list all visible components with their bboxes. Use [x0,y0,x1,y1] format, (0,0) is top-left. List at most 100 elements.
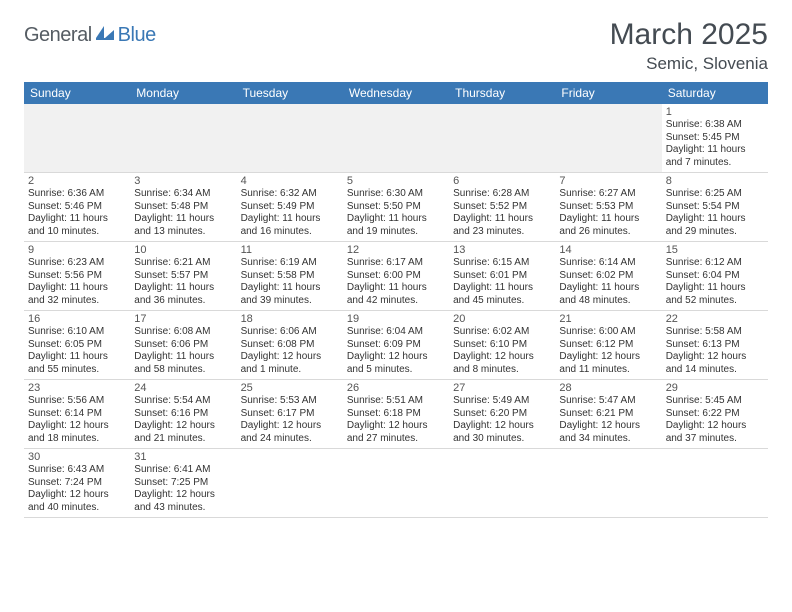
day-number: 23 [28,382,126,394]
day-number: 26 [347,382,445,394]
day-number: 8 [666,175,764,187]
day-number: 10 [134,244,232,256]
daylight-text: Daylight: 11 hours [134,351,232,364]
sunrise-text: Sunrise: 6:32 AM [241,188,339,201]
daylight-text: Daylight: 11 hours [666,282,764,295]
sunrise-text: Sunrise: 6:21 AM [134,257,232,270]
daylight-text: and 16 minutes. [241,226,339,239]
sunrise-text: Sunrise: 6:41 AM [134,464,232,477]
calendar-week-row: 1Sunrise: 6:38 AMSunset: 5:45 PMDaylight… [24,104,768,173]
daylight-text: and 27 minutes. [347,433,445,446]
calendar-empty-cell [237,104,343,173]
daylight-text: and 29 minutes. [666,226,764,239]
daylight-text: and 14 minutes. [666,364,764,377]
sunset-text: Sunset: 6:09 PM [347,339,445,352]
sunrise-text: Sunrise: 6:10 AM [28,326,126,339]
day-number: 25 [241,382,339,394]
daylight-text: and 26 minutes. [559,226,657,239]
day-header: Tuesday [237,82,343,104]
daylight-text: and 45 minutes. [453,295,551,308]
day-number: 5 [347,175,445,187]
calendar-day-cell: 8Sunrise: 6:25 AMSunset: 5:54 PMDaylight… [662,173,768,242]
day-number: 16 [28,313,126,325]
sunrise-text: Sunrise: 5:58 AM [666,326,764,339]
calendar-day-cell: 14Sunrise: 6:14 AMSunset: 6:02 PMDayligh… [555,242,661,311]
sunrise-text: Sunrise: 5:45 AM [666,395,764,408]
sunrise-text: Sunrise: 5:47 AM [559,395,657,408]
daylight-text: and 7 minutes. [666,157,764,170]
day-number: 30 [28,451,126,463]
day-number: 13 [453,244,551,256]
day-header: Thursday [449,82,555,104]
day-number: 18 [241,313,339,325]
daylight-text: and 42 minutes. [347,295,445,308]
daylight-text: Daylight: 12 hours [134,489,232,502]
calendar-day-cell: 3Sunrise: 6:34 AMSunset: 5:48 PMDaylight… [130,173,236,242]
sunset-text: Sunset: 5:45 PM [666,132,764,145]
calendar-day-cell: 13Sunrise: 6:15 AMSunset: 6:01 PMDayligh… [449,242,555,311]
calendar-empty-cell [449,449,555,518]
sunset-text: Sunset: 6:12 PM [559,339,657,352]
sunrise-text: Sunrise: 6:14 AM [559,257,657,270]
sunset-text: Sunset: 6:05 PM [28,339,126,352]
calendar-day-cell: 1Sunrise: 6:38 AMSunset: 5:45 PMDaylight… [662,104,768,173]
daylight-text: and 55 minutes. [28,364,126,377]
sunset-text: Sunset: 6:18 PM [347,408,445,421]
sunset-text: Sunset: 5:46 PM [28,201,126,214]
calendar-day-cell: 18Sunrise: 6:06 AMSunset: 6:08 PMDayligh… [237,311,343,380]
daylight-text: and 5 minutes. [347,364,445,377]
calendar-day-cell: 15Sunrise: 6:12 AMSunset: 6:04 PMDayligh… [662,242,768,311]
calendar-header-row: SundayMondayTuesdayWednesdayThursdayFrid… [24,82,768,104]
calendar-empty-cell [555,104,661,173]
daylight-text: and 24 minutes. [241,433,339,446]
brand-text-general: General [24,24,92,47]
calendar-day-cell: 27Sunrise: 5:49 AMSunset: 6:20 PMDayligh… [449,380,555,449]
brand-logo: General Blue [24,24,156,47]
sunset-text: Sunset: 6:10 PM [453,339,551,352]
sunset-text: Sunset: 5:56 PM [28,270,126,283]
sunrise-text: Sunrise: 6:17 AM [347,257,445,270]
sunrise-text: Sunrise: 6:04 AM [347,326,445,339]
daylight-text: and 21 minutes. [134,433,232,446]
daylight-text: Daylight: 11 hours [28,351,126,364]
calendar-empty-cell [662,449,768,518]
sunrise-text: Sunrise: 6:23 AM [28,257,126,270]
daylight-text: Daylight: 12 hours [241,420,339,433]
daylight-text: and 10 minutes. [28,226,126,239]
sunset-text: Sunset: 6:22 PM [666,408,764,421]
calendar-week-row: 2Sunrise: 6:36 AMSunset: 5:46 PMDaylight… [24,173,768,242]
calendar-empty-cell [343,449,449,518]
daylight-text: and 34 minutes. [559,433,657,446]
sunset-text: Sunset: 6:02 PM [559,270,657,283]
day-number: 14 [559,244,657,256]
daylight-text: and 48 minutes. [559,295,657,308]
sunset-text: Sunset: 6:16 PM [134,408,232,421]
calendar-day-cell: 16Sunrise: 6:10 AMSunset: 6:05 PMDayligh… [24,311,130,380]
daylight-text: Daylight: 11 hours [347,213,445,226]
day-header: Wednesday [343,82,449,104]
sunrise-text: Sunrise: 6:34 AM [134,188,232,201]
sunrise-text: Sunrise: 5:56 AM [28,395,126,408]
sunrise-text: Sunrise: 6:15 AM [453,257,551,270]
day-number: 24 [134,382,232,394]
day-number: 21 [559,313,657,325]
sunset-text: Sunset: 6:06 PM [134,339,232,352]
day-number: 22 [666,313,764,325]
sunrise-text: Sunrise: 5:51 AM [347,395,445,408]
daylight-text: Daylight: 12 hours [347,420,445,433]
daylight-text: Daylight: 12 hours [559,420,657,433]
day-number: 20 [453,313,551,325]
daylight-text: Daylight: 11 hours [347,282,445,295]
daylight-text: Daylight: 11 hours [134,282,232,295]
day-number: 29 [666,382,764,394]
calendar-week-row: 30Sunrise: 6:43 AMSunset: 7:24 PMDayligh… [24,449,768,518]
daylight-text: and 23 minutes. [453,226,551,239]
calendar-week-row: 9Sunrise: 6:23 AMSunset: 5:56 PMDaylight… [24,242,768,311]
daylight-text: Daylight: 11 hours [666,144,764,157]
daylight-text: Daylight: 11 hours [28,282,126,295]
day-header: Saturday [662,82,768,104]
calendar-day-cell: 21Sunrise: 6:00 AMSunset: 6:12 PMDayligh… [555,311,661,380]
sunset-text: Sunset: 6:21 PM [559,408,657,421]
brand-text-blue: Blue [118,24,156,47]
calendar-day-cell: 7Sunrise: 6:27 AMSunset: 5:53 PMDaylight… [555,173,661,242]
